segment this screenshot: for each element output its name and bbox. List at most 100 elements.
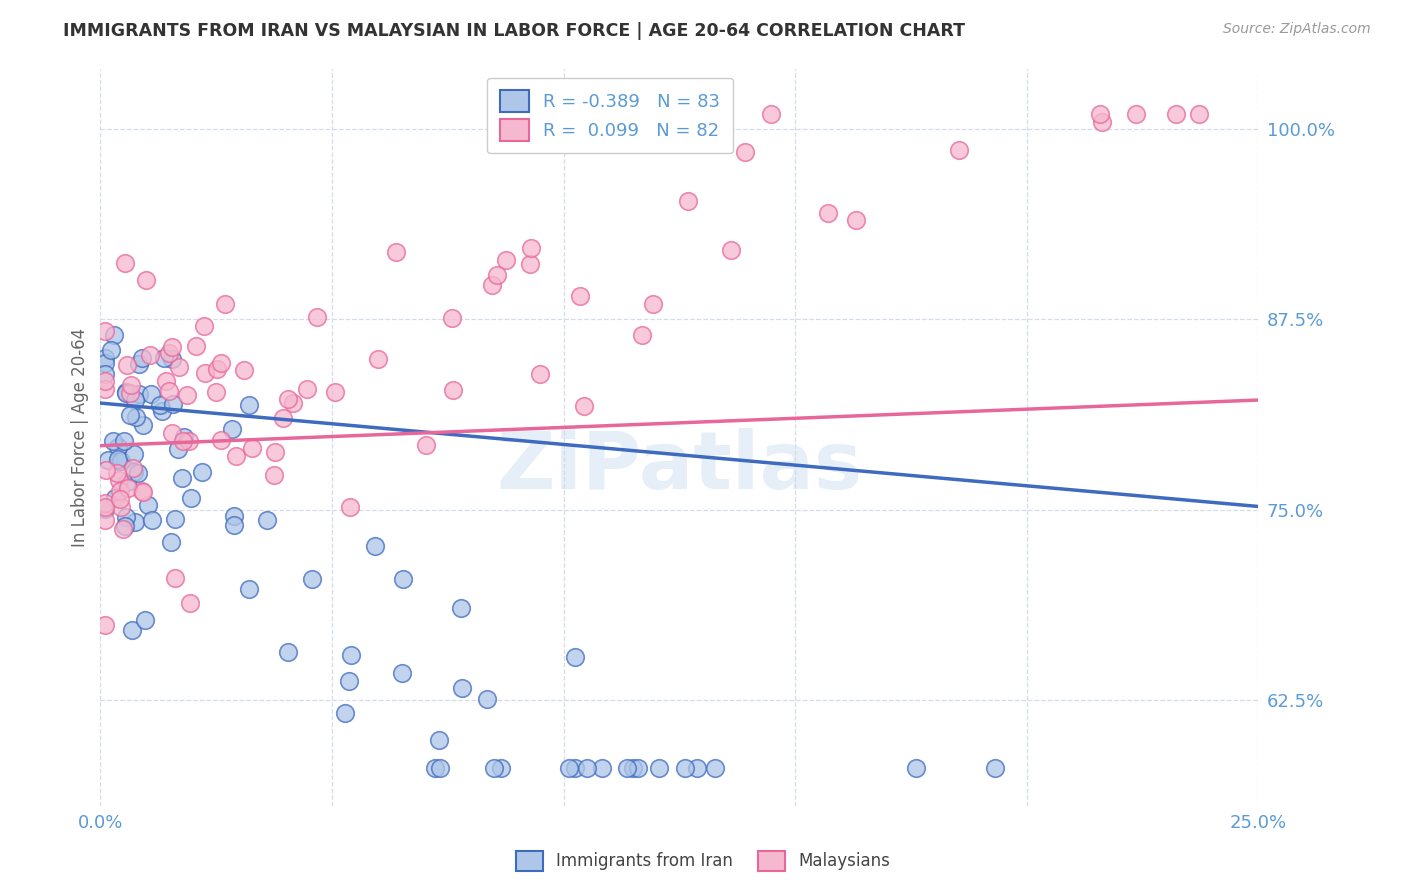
Point — [114, 519, 136, 533]
Point — [685, 761, 707, 775]
Point — [173, 430, 195, 444]
Point — [94, 351, 117, 365]
Text: Source: ZipAtlas.com: Source: ZipAtlas.com — [1223, 22, 1371, 37]
Point — [576, 761, 599, 775]
Point — [495, 253, 517, 268]
Point — [425, 761, 447, 775]
Point — [139, 348, 162, 362]
Point — [115, 359, 138, 373]
Point — [481, 278, 503, 293]
Point — [440, 311, 463, 326]
Point — [121, 461, 143, 475]
Point — [263, 444, 285, 458]
Point — [367, 352, 389, 367]
Point — [114, 385, 136, 400]
Point — [621, 761, 644, 775]
Point — [703, 761, 725, 775]
Point — [176, 387, 198, 401]
Point — [209, 356, 232, 370]
Point — [149, 398, 172, 412]
Point — [564, 650, 586, 665]
Point — [127, 466, 149, 480]
Point — [94, 618, 117, 632]
Point — [519, 257, 541, 271]
Point — [155, 374, 177, 388]
Point — [160, 352, 183, 367]
Point — [107, 467, 129, 481]
Point — [339, 500, 361, 514]
Point — [277, 645, 299, 659]
Point — [134, 613, 156, 627]
Point — [125, 410, 148, 425]
Point — [673, 761, 696, 775]
Point — [131, 483, 153, 498]
Point — [180, 491, 202, 505]
Point — [616, 761, 638, 775]
Point — [122, 465, 145, 479]
Point — [114, 255, 136, 269]
Point — [115, 509, 138, 524]
Point — [484, 761, 506, 775]
Point — [297, 382, 319, 396]
Point — [1091, 115, 1114, 129]
Point — [128, 357, 150, 371]
Point — [184, 339, 207, 353]
Point — [761, 107, 783, 121]
Legend: R = -0.389   N = 83, R =  0.099   N = 82: R = -0.389 N = 83, R = 0.099 N = 82 — [486, 78, 733, 153]
Point — [107, 451, 129, 466]
Point — [305, 310, 328, 324]
Point — [104, 491, 127, 505]
Point — [1188, 107, 1211, 121]
Point — [983, 761, 1005, 775]
Point — [631, 328, 654, 343]
Point — [238, 398, 260, 412]
Point — [391, 665, 413, 680]
Point — [720, 243, 742, 257]
Point — [427, 733, 450, 747]
Point — [225, 449, 247, 463]
Point — [451, 681, 474, 695]
Point — [529, 368, 551, 382]
Point — [415, 437, 437, 451]
Point — [643, 297, 665, 311]
Text: ZiPatlas: ZiPatlas — [496, 428, 862, 506]
Point — [101, 434, 124, 448]
Point — [122, 447, 145, 461]
Point — [131, 351, 153, 365]
Point — [364, 539, 387, 553]
Point — [94, 495, 117, 509]
Point — [283, 395, 305, 409]
Point — [271, 410, 294, 425]
Point — [277, 392, 299, 406]
Point — [384, 245, 406, 260]
Point — [100, 343, 122, 358]
Point — [94, 500, 117, 514]
Point — [170, 471, 193, 485]
Point — [301, 572, 323, 586]
Point — [441, 383, 464, 397]
Point — [166, 442, 188, 456]
Point — [110, 500, 132, 515]
Point — [107, 440, 129, 454]
Point — [160, 534, 183, 549]
Point — [108, 484, 131, 499]
Point — [477, 692, 499, 706]
Point — [256, 514, 278, 528]
Point — [115, 475, 138, 490]
Point — [574, 399, 596, 413]
Point — [117, 481, 139, 495]
Point — [150, 404, 173, 418]
Y-axis label: In Labor Force | Age 20-64: In Labor Force | Age 20-64 — [72, 327, 89, 547]
Point — [163, 571, 186, 585]
Point — [564, 761, 586, 775]
Point — [103, 327, 125, 342]
Point — [333, 706, 356, 721]
Point — [263, 467, 285, 482]
Point — [240, 442, 263, 456]
Point — [108, 473, 131, 487]
Point — [124, 392, 146, 407]
Point — [94, 382, 117, 396]
Point — [157, 346, 180, 360]
Point — [94, 368, 117, 382]
Point — [115, 385, 138, 400]
